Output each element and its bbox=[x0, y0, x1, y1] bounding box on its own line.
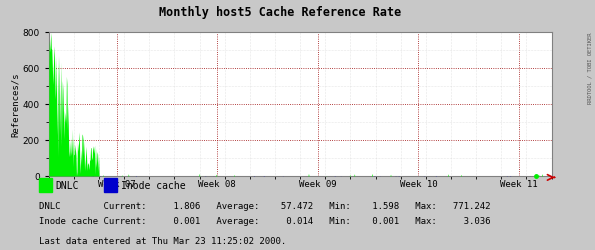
Text: DNLC        Current:     1.806   Average:    57.472   Min:    1.598   Max:   771: DNLC Current: 1.806 Average: 57.472 Min:… bbox=[39, 201, 490, 210]
Text: Monthly host5 Cache Reference Rate: Monthly host5 Cache Reference Rate bbox=[158, 6, 401, 19]
Text: Inode cache: Inode cache bbox=[121, 180, 186, 190]
Text: DNLC: DNLC bbox=[55, 180, 79, 190]
Text: Last data entered at Thu Mar 23 11:25:02 2000.: Last data entered at Thu Mar 23 11:25:02… bbox=[39, 236, 286, 245]
Text: RRDTOOL / TOBI OETIKER: RRDTOOL / TOBI OETIKER bbox=[588, 32, 593, 103]
Y-axis label: References/s: References/s bbox=[11, 72, 20, 136]
Text: Inode cache Current:     0.001   Average:     0.014   Min:    0.001   Max:     3: Inode cache Current: 0.001 Average: 0.01… bbox=[39, 216, 490, 225]
